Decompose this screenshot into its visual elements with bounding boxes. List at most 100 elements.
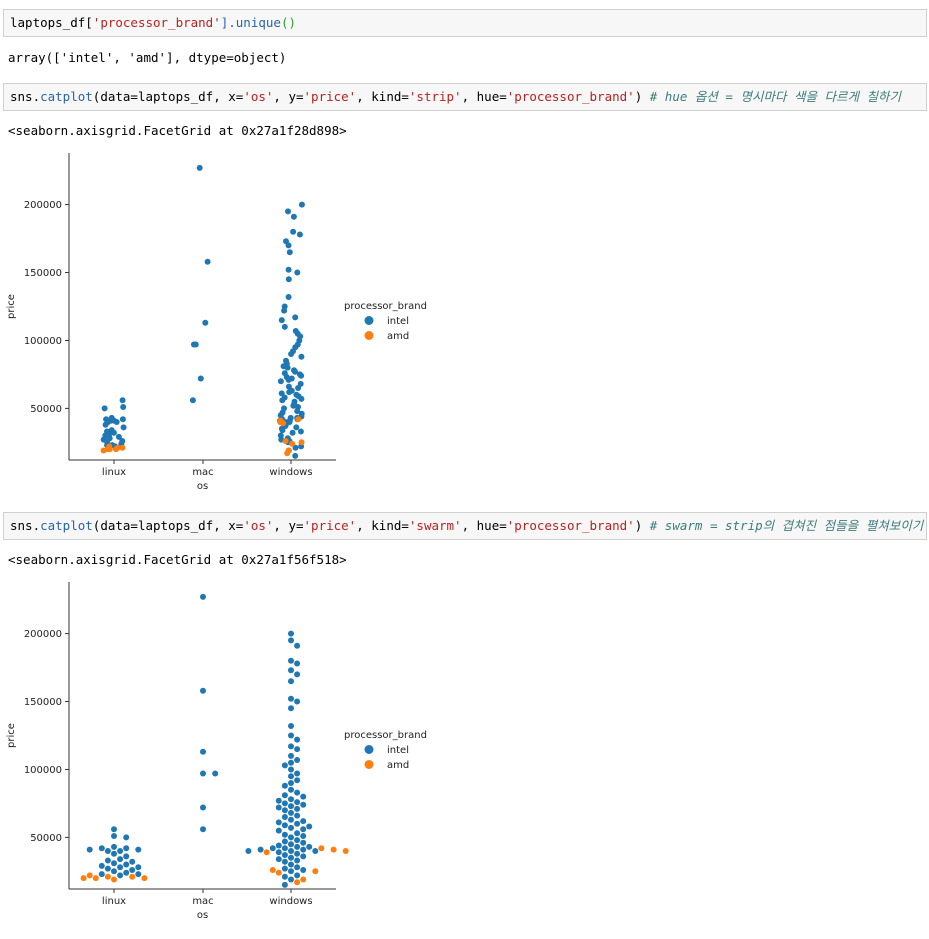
data-point-intel — [288, 667, 294, 674]
code-token: catplot — [40, 89, 93, 104]
data-point-intel — [288, 630, 294, 637]
code-cell-input[interactable]: laptops_df['processor_brand'].unique() — [3, 9, 927, 37]
data-point-intel — [275, 849, 282, 856]
data-point-intel — [294, 408, 301, 415]
data-point-intel — [293, 424, 300, 431]
data-point-amd — [280, 420, 286, 427]
data-point-intel — [285, 266, 292, 273]
data-point-intel — [294, 857, 301, 864]
data-point-intel — [117, 872, 124, 879]
data-point-intel — [189, 397, 196, 404]
data-point-intel — [306, 843, 313, 850]
data-point-intel — [290, 228, 297, 235]
data-point-intel — [111, 868, 117, 875]
data-point-intel — [257, 846, 264, 853]
data-point-intel — [115, 433, 122, 440]
data-point-intel — [123, 861, 130, 868]
data-point-intel — [288, 809, 294, 816]
data-point-intel — [288, 759, 294, 766]
data-point-amd — [342, 848, 349, 854]
data-point-intel — [294, 736, 301, 743]
data-point-amd — [312, 868, 319, 875]
data-point-intel — [281, 881, 288, 888]
data-point-intel — [288, 695, 294, 702]
data-point-intel — [294, 789, 301, 796]
data-point-intel — [294, 864, 301, 871]
x-tick-label: linux — [102, 896, 126, 907]
data-point-intel — [104, 865, 111, 872]
data-point-intel — [101, 405, 108, 412]
data-point-intel — [129, 858, 136, 865]
data-point-intel — [294, 698, 301, 705]
data-point-intel — [290, 402, 297, 409]
data-point-intel — [292, 314, 299, 321]
data-point-intel — [111, 833, 117, 839]
data-point-intel — [288, 796, 294, 803]
data-point-intel — [290, 213, 297, 220]
code-token: (data=laptops_df, x= — [92, 89, 244, 104]
data-point-amd — [318, 845, 325, 852]
data-point-intel — [119, 416, 126, 423]
data-point-intel — [117, 864, 124, 871]
data-point-intel — [285, 376, 292, 383]
data-point-intel — [288, 834, 294, 841]
data-point-intel — [288, 824, 294, 831]
data-point-intel — [200, 804, 206, 811]
cell-output-text: array(['intel', 'amd'], dtype=object) — [8, 50, 287, 65]
data-point-intel — [288, 732, 294, 739]
legend-marker-intel — [364, 316, 374, 325]
legend-title: processor_brand — [344, 730, 427, 741]
data-point-intel — [135, 871, 142, 878]
data-point-intel — [192, 341, 199, 348]
code-token: , hue= — [461, 89, 507, 104]
data-point-intel — [117, 848, 124, 854]
x-tick-label: mac — [192, 467, 213, 478]
strip-plot: 50000 100000 150000 200000 linux mac windows os… — [0, 145, 460, 495]
code-token: ) — [634, 518, 650, 533]
code-token: ) — [634, 89, 650, 104]
code-token: 'os' — [243, 89, 274, 104]
data-point-intel — [294, 770, 301, 777]
data-point-intel — [288, 637, 294, 644]
data-point-intel — [111, 850, 117, 857]
x-tick-label: mac — [192, 896, 213, 907]
cell-output-text: <seaborn.axisgrid.FacetGrid at 0x27a1f56… — [8, 552, 347, 567]
code-token: 'processor_brand' — [92, 15, 221, 30]
data-point-intel — [294, 746, 301, 753]
data-point-intel — [288, 841, 294, 848]
data-point-amd — [100, 447, 107, 454]
data-point-amd — [113, 446, 119, 453]
data-point-intel — [294, 843, 301, 850]
data-point-intel — [288, 743, 294, 750]
code-token: , y= — [273, 518, 304, 533]
code-cell-input[interactable]: sns.catplot(data=laptops_df, x='os', y='… — [3, 83, 927, 111]
code-token: , kind= — [356, 518, 409, 533]
y-tick-label: 100000 — [24, 336, 62, 347]
data-point-intel — [281, 782, 288, 789]
data-point-amd — [141, 875, 148, 882]
data-point-amd — [104, 873, 111, 880]
data-point-intel — [275, 856, 282, 863]
data-point-intel — [292, 444, 299, 451]
data-point-intel — [281, 873, 288, 880]
data-point-intel — [123, 853, 130, 860]
data-point-amd — [263, 849, 270, 856]
data-point-intel — [278, 317, 285, 324]
data-point-intel — [300, 846, 307, 853]
data-point-intel — [275, 804, 282, 811]
code-token: () — [280, 15, 297, 30]
data-point-intel — [288, 854, 294, 861]
data-point-intel — [275, 797, 282, 804]
data-point-intel — [294, 660, 301, 667]
code-cell-input[interactable]: sns.catplot(data=laptops_df, x='os', y='… — [3, 512, 927, 540]
data-point-intel — [200, 687, 206, 694]
data-point-intel — [285, 294, 292, 300]
legend-label: amd — [387, 331, 409, 342]
data-point-intel — [104, 848, 111, 854]
data-point-intel — [281, 831, 288, 838]
data-point-intel — [294, 671, 301, 678]
data-point-intel — [281, 838, 288, 845]
data-point-intel — [300, 839, 307, 846]
y-axis-label: price — [6, 294, 17, 319]
data-point-intel — [196, 164, 203, 171]
